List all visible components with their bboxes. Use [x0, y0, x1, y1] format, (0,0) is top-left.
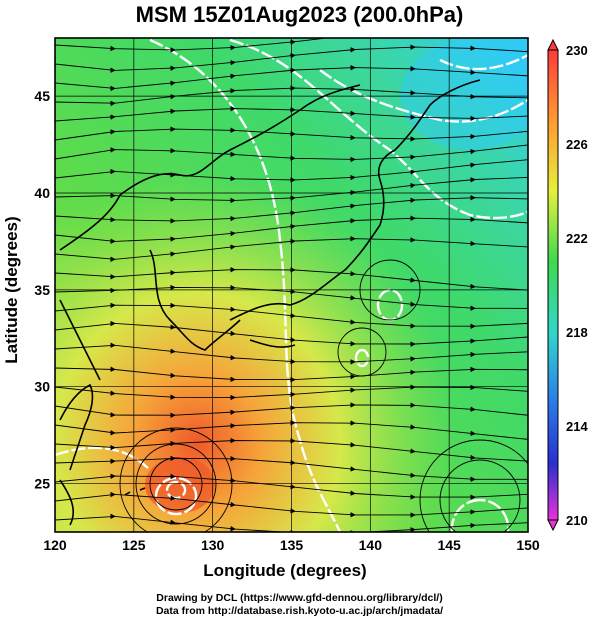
streamline	[55, 342, 528, 365]
y-tick-label: 35	[34, 282, 50, 298]
streamline	[55, 105, 528, 122]
colorbar-tick-label: 230	[566, 43, 588, 58]
plot-frame	[54, 37, 529, 533]
vortex-streamline	[135, 443, 217, 525]
streamlines	[55, 38, 528, 532]
y-axis-ticks: 25 30 35 40 45	[34, 88, 50, 491]
colorbar-tick-label: 210	[566, 513, 588, 528]
colorbar-tick-label: 218	[566, 325, 588, 340]
x-axis-label: Longitude (degrees)	[203, 561, 367, 580]
colorbar-tick-label: 222	[566, 231, 588, 246]
vortex-streamline	[119, 427, 233, 532]
x-tick-label: 140	[359, 537, 383, 553]
colorbar-tick-label: 214	[566, 419, 588, 434]
credit-line-1: Drawing by DCL (https://www.gfd-dennou.o…	[156, 592, 443, 604]
streamline	[55, 126, 528, 142]
colorbar-tick-label: 226	[566, 137, 588, 152]
streamline	[55, 513, 528, 532]
y-tick-label: 40	[34, 185, 50, 201]
lat-lon-grid	[55, 38, 528, 532]
streamline	[55, 491, 528, 518]
streamline	[55, 366, 528, 383]
streamline	[55, 85, 528, 107]
credits: Drawing by DCL (https://www.gfd-dennou.o…	[0, 592, 599, 618]
temperature-field	[55, 38, 528, 532]
streamline	[55, 402, 528, 419]
y-tick-label: 45	[34, 88, 50, 104]
streamline	[55, 420, 528, 440]
streamline	[55, 144, 528, 163]
y-tick-label: 25	[34, 476, 50, 492]
streamline	[55, 236, 528, 263]
credit-line-2: Data from http://database.rish.kyoto-u.a…	[155, 605, 444, 617]
vortex-streamline	[149, 457, 203, 511]
streamline	[55, 320, 528, 347]
streamline	[55, 384, 528, 401]
y-tick-label: 30	[34, 379, 50, 395]
map-title: MSM 15Z01Aug2023 (200.0hPa)	[135, 2, 464, 27]
y-axis-label: Latitude (degrees)	[2, 216, 21, 364]
colorbar: 230 226 222 218 214 210	[547, 38, 588, 532]
vortex-streamline	[439, 459, 521, 532]
x-tick-label: 130	[201, 537, 225, 553]
x-tick-label: 135	[280, 537, 304, 553]
x-tick-label: 125	[122, 537, 146, 553]
x-tick-label: 120	[43, 537, 67, 553]
x-tick-label: 150	[516, 537, 540, 553]
vortex-streamline	[337, 327, 387, 377]
colorbar-ticks: 230 226 222 218 214 210	[566, 43, 588, 528]
streamline	[55, 266, 528, 291]
vortex-streamline	[419, 439, 528, 532]
x-tick-label: 145	[437, 537, 461, 553]
x-axis-ticks: 120 125 130 135 140 145 150	[43, 537, 540, 553]
